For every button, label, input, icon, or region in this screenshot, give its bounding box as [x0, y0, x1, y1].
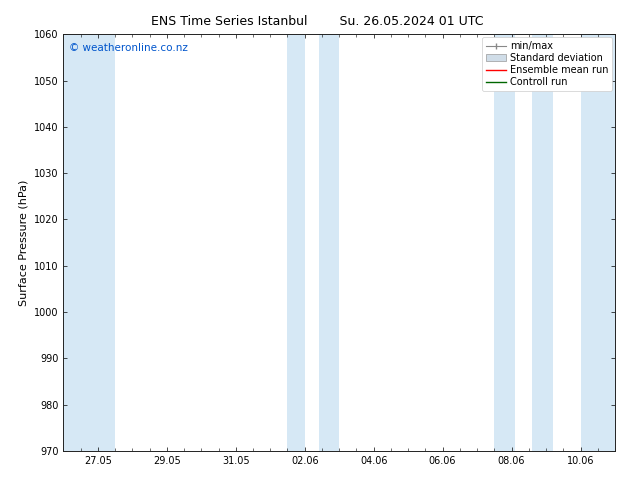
Bar [581, 34, 615, 451]
Text: © weatheronline.co.nz: © weatheronline.co.nz [69, 43, 188, 52]
Bar [287, 34, 305, 451]
Text: ENS Time Series Istanbul        Su. 26.05.2024 01 UTC: ENS Time Series Istanbul Su. 26.05.2024 … [151, 15, 483, 28]
Bar [533, 34, 553, 451]
Legend: min/max, Standard deviation, Ensemble mean run, Controll run: min/max, Standard deviation, Ensemble me… [482, 37, 612, 91]
Bar [63, 34, 115, 451]
Bar [318, 34, 339, 451]
Y-axis label: Surface Pressure (hPa): Surface Pressure (hPa) [18, 179, 29, 306]
Bar [495, 34, 515, 451]
